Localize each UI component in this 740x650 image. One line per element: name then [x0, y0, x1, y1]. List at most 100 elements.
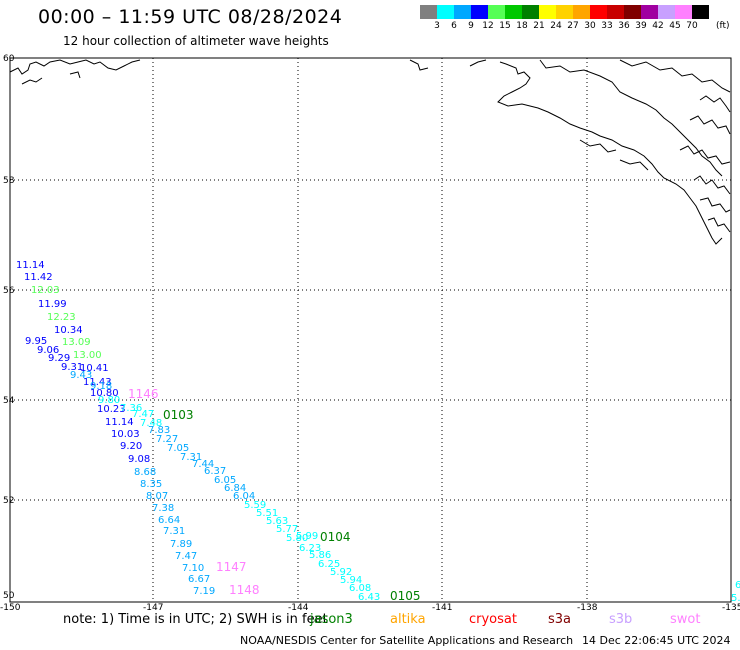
mission-s3b: s3b — [609, 612, 633, 627]
swh-reading: 5.77 — [276, 524, 298, 535]
swh-reading: 6.67 — [188, 574, 210, 585]
mission-jason3: jason3 — [310, 612, 353, 627]
scale-swatch — [624, 5, 641, 19]
swh-reading: 8.35 — [140, 479, 162, 490]
swh-reading: 5.86 — [309, 550, 331, 561]
swh-reading: 6.04 — [233, 491, 255, 502]
swh-reading: 10.03 — [111, 429, 140, 440]
page-subtitle: 12 hour collection of altimeter wave hei… — [63, 34, 329, 48]
swh-reading: 6.08 — [349, 583, 371, 594]
swh-reading: 9.31 — [61, 362, 83, 373]
scale-label: 12 — [482, 21, 494, 31]
scale-label: 70 — [686, 21, 698, 31]
pass-label: 1146 — [128, 387, 159, 401]
lat-label: 54 — [3, 396, 15, 406]
scale-swatch — [437, 5, 454, 19]
swh-reading: 5.51 — [256, 508, 278, 519]
lon-label: -147 — [143, 603, 163, 613]
swh-reading: 6.64 — [158, 515, 180, 526]
lon-label: -135 — [722, 603, 740, 613]
scale-swatch — [420, 5, 437, 19]
swh-reading: 7.38 — [152, 503, 174, 514]
lon-label: -150 — [0, 603, 21, 613]
scale-label: 30 — [584, 21, 596, 31]
swh-reading: 7.10 — [182, 563, 204, 574]
axis-labels: 60 58 56 54 52 50 -150 -147 -144 -141 -1… — [0, 54, 740, 613]
swh-reading: 7.47 — [175, 551, 197, 562]
scale-swatch — [692, 5, 709, 19]
swh-reading: 5.80 — [286, 533, 308, 544]
swh-reading: 9.80 — [98, 395, 120, 406]
swh-reading: 11.14 — [105, 417, 134, 428]
swh-reading: 11.14 — [16, 260, 45, 271]
swh-reading: 9.20 — [120, 441, 142, 452]
swh-reading: 11.43 — [83, 377, 112, 388]
swh-reading: 11.42 — [24, 272, 53, 283]
swh-reading: 7.05 — [167, 443, 189, 454]
swh-reading: 6.05 — [214, 475, 236, 486]
scale-label: 45 — [669, 21, 681, 31]
scale-label: 18 — [516, 21, 528, 31]
swh-reading: 7.31 — [180, 452, 202, 463]
swh-reading: 5.59 — [244, 500, 266, 511]
lat-label: 60 — [3, 54, 15, 64]
plot-frame — [9, 57, 732, 603]
swh-reading: 13.00 — [73, 350, 102, 361]
scale-label: 15 — [499, 21, 511, 31]
swh-reading: 8.68 — [134, 467, 156, 478]
swh-reading: 6.37 — [204, 466, 226, 477]
scale-swatch — [471, 5, 488, 19]
mission-swot: swot — [670, 612, 701, 627]
swh-reading: 13.09 — [62, 337, 91, 348]
footer-note: note: 1) Time is in UTC; 2) SWH is in fe… — [63, 612, 328, 627]
mission-altika: altika — [390, 612, 426, 627]
pass-label: 0103 — [163, 408, 194, 422]
swh-reading: 7.44 — [192, 459, 214, 470]
scale-swatch — [454, 5, 471, 19]
lon-label: -141 — [432, 603, 452, 613]
swh-reading: 6.43 — [358, 592, 380, 603]
swh-reading: 7.48 — [140, 418, 162, 429]
scale-swatch — [556, 5, 573, 19]
color-scale-legend: 3 6 9 12 15 18 21 24 27 30 33 36 39 42 45 70 — [420, 5, 728, 31]
scale-swatch — [539, 5, 556, 19]
scale-label: 39 — [635, 21, 647, 31]
swh-reading: 6 — [735, 580, 740, 591]
swh-reading: 7.47 — [132, 409, 154, 420]
swh-reading: 10.23 — [97, 404, 126, 415]
pass-label: 1148 — [229, 583, 260, 597]
scale-label: 33 — [601, 21, 613, 31]
color-scale-labels: 3 6 9 12 15 18 21 24 27 30 33 36 39 42 45 70 — [420, 19, 728, 31]
scale-label: 21 — [533, 21, 545, 31]
scale-swatch — [607, 5, 624, 19]
scale-swatch — [522, 5, 539, 19]
lat-label: 58 — [3, 176, 15, 186]
pass-labels: 1146 0103 0104 1147 1148 0105 — [128, 387, 421, 603]
timestamp: 14 Dec 22:06:45 UTC 2024 — [582, 634, 731, 647]
swh-reading: 11.99 — [38, 299, 67, 310]
swh-reading: 12.03 — [31, 285, 60, 296]
lat-label: 52 — [3, 496, 14, 506]
lon-label: -144 — [288, 603, 309, 613]
swh-reading: 9.08 — [128, 454, 150, 465]
swh-reading: 7.31 — [163, 526, 185, 537]
swh-reading: 7.19 — [193, 586, 215, 597]
swh-reading: 7.36 — [120, 403, 142, 414]
scale-swatch — [488, 5, 505, 19]
swh-reading: 6.84 — [224, 483, 246, 494]
scale-swatch — [590, 5, 607, 19]
swh-reading: 6.23 — [299, 543, 321, 554]
swh-reading: 5.94 — [340, 575, 362, 586]
scale-swatch — [675, 5, 692, 19]
swh-reading: 10.34 — [54, 325, 83, 336]
scale-swatch — [573, 5, 590, 19]
swh-reading: 5.63 — [266, 516, 288, 527]
scale-label: 24 — [550, 21, 562, 31]
mission-s3a: s3a — [548, 612, 572, 627]
swh-reading: 5.99 — [296, 531, 318, 542]
scale-swatch — [641, 5, 658, 19]
swh-reading: 6.25 — [318, 559, 340, 570]
swh-reading: 10.80 — [90, 388, 119, 399]
scale-swatch — [505, 5, 522, 19]
